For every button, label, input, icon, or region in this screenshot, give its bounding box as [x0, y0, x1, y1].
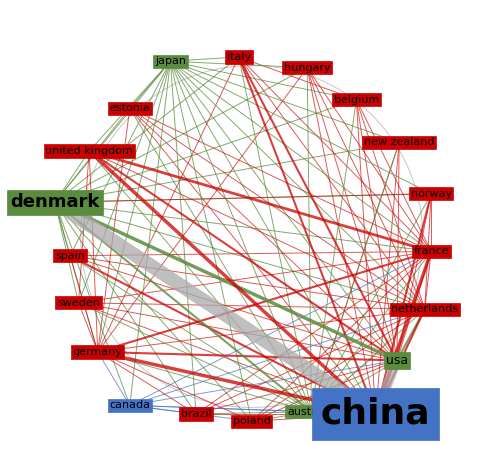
Text: belgium: belgium [334, 95, 379, 105]
Text: denmark: denmark [10, 193, 100, 211]
Text: norway: norway [410, 189, 452, 199]
Text: italy: italy [226, 52, 251, 62]
Text: united kingdom: united kingdom [45, 146, 133, 156]
Text: canada: canada [110, 400, 150, 411]
Text: china: china [321, 397, 430, 431]
Text: usa: usa [386, 354, 408, 367]
Text: poland: poland [232, 416, 270, 426]
Text: australia: australia [287, 407, 336, 417]
Text: new zealand: new zealand [364, 138, 434, 148]
Text: sweden: sweden [57, 298, 100, 308]
Text: hungary: hungary [284, 62, 331, 73]
Text: japan: japan [155, 56, 186, 66]
Text: brazil: brazil [180, 409, 212, 419]
Text: germany: germany [73, 347, 122, 357]
Text: estonia: estonia [110, 103, 150, 113]
Text: france: france [414, 246, 449, 256]
Text: netherlands: netherlands [391, 304, 458, 314]
Text: spain: spain [55, 251, 85, 261]
